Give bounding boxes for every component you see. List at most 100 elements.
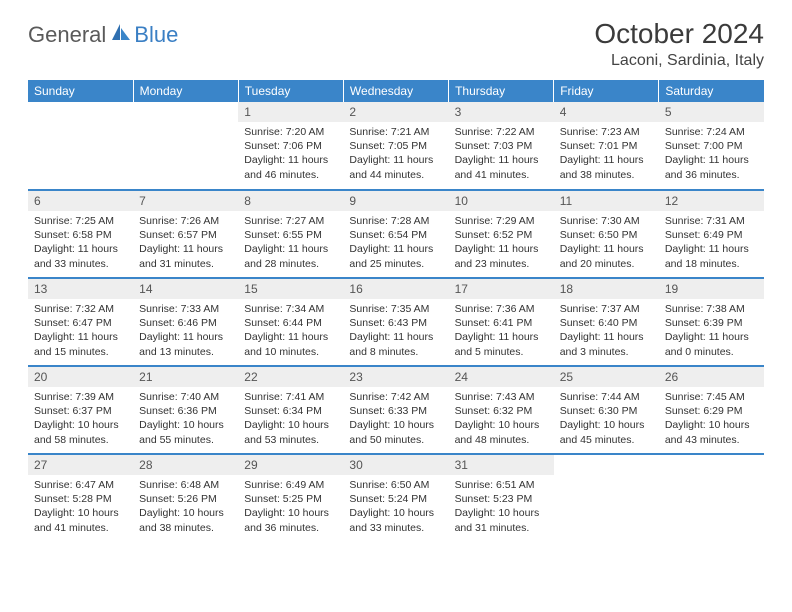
sunset-text: Sunset: 6:40 PM bbox=[560, 316, 653, 330]
day-info: Sunrise: 7:37 AMSunset: 6:40 PMDaylight:… bbox=[554, 299, 659, 365]
daylight-text: Daylight: 10 hours and 48 minutes. bbox=[455, 418, 548, 446]
day-cell bbox=[133, 102, 238, 190]
daylight-text: Daylight: 10 hours and 53 minutes. bbox=[244, 418, 337, 446]
week-row: 20Sunrise: 7:39 AMSunset: 6:37 PMDayligh… bbox=[28, 366, 764, 454]
day-cell: 16Sunrise: 7:35 AMSunset: 6:43 PMDayligh… bbox=[343, 278, 448, 366]
day-number: 6 bbox=[28, 191, 133, 211]
daylight-text: Daylight: 11 hours and 20 minutes. bbox=[560, 242, 653, 270]
daylight-text: Daylight: 11 hours and 10 minutes. bbox=[244, 330, 337, 358]
sunrise-text: Sunrise: 7:35 AM bbox=[349, 302, 442, 316]
day-number: 11 bbox=[554, 191, 659, 211]
day-cell: 7Sunrise: 7:26 AMSunset: 6:57 PMDaylight… bbox=[133, 190, 238, 278]
day-number: 17 bbox=[449, 279, 554, 299]
day-info: Sunrise: 7:34 AMSunset: 6:44 PMDaylight:… bbox=[238, 299, 343, 365]
day-cell: 20Sunrise: 7:39 AMSunset: 6:37 PMDayligh… bbox=[28, 366, 133, 454]
sunset-text: Sunset: 6:37 PM bbox=[34, 404, 127, 418]
daylight-text: Daylight: 11 hours and 18 minutes. bbox=[665, 242, 758, 270]
day-cell: 15Sunrise: 7:34 AMSunset: 6:44 PMDayligh… bbox=[238, 278, 343, 366]
day-number: 18 bbox=[554, 279, 659, 299]
daylight-text: Daylight: 10 hours and 45 minutes. bbox=[560, 418, 653, 446]
sunrise-text: Sunrise: 6:51 AM bbox=[455, 478, 548, 492]
sunset-text: Sunset: 7:00 PM bbox=[665, 139, 758, 153]
sunset-text: Sunset: 6:36 PM bbox=[139, 404, 232, 418]
daylight-text: Daylight: 10 hours and 38 minutes. bbox=[139, 506, 232, 534]
daylight-text: Daylight: 10 hours and 41 minutes. bbox=[34, 506, 127, 534]
sunset-text: Sunset: 5:26 PM bbox=[139, 492, 232, 506]
sunset-text: Sunset: 6:58 PM bbox=[34, 228, 127, 242]
sunset-text: Sunset: 5:23 PM bbox=[455, 492, 548, 506]
day-info: Sunrise: 7:24 AMSunset: 7:00 PMDaylight:… bbox=[659, 122, 764, 188]
sunset-text: Sunset: 6:49 PM bbox=[665, 228, 758, 242]
day-info: Sunrise: 7:20 AMSunset: 7:06 PMDaylight:… bbox=[238, 122, 343, 188]
day-cell: 29Sunrise: 6:49 AMSunset: 5:25 PMDayligh… bbox=[238, 454, 343, 542]
day-info: Sunrise: 7:32 AMSunset: 6:47 PMDaylight:… bbox=[28, 299, 133, 365]
day-number: 26 bbox=[659, 367, 764, 387]
sunset-text: Sunset: 6:29 PM bbox=[665, 404, 758, 418]
daylight-text: Daylight: 11 hours and 46 minutes. bbox=[244, 153, 337, 181]
day-cell bbox=[28, 102, 133, 190]
daylight-text: Daylight: 11 hours and 13 minutes. bbox=[139, 330, 232, 358]
sunset-text: Sunset: 6:44 PM bbox=[244, 316, 337, 330]
day-info: Sunrise: 7:44 AMSunset: 6:30 PMDaylight:… bbox=[554, 387, 659, 453]
sunrise-text: Sunrise: 7:38 AM bbox=[665, 302, 758, 316]
day-info: Sunrise: 7:41 AMSunset: 6:34 PMDaylight:… bbox=[238, 387, 343, 453]
col-saturday: Saturday bbox=[659, 80, 764, 102]
logo-sail-icon bbox=[110, 22, 132, 47]
sunrise-text: Sunrise: 7:27 AM bbox=[244, 214, 337, 228]
day-cell: 21Sunrise: 7:40 AMSunset: 6:36 PMDayligh… bbox=[133, 366, 238, 454]
daylight-text: Daylight: 11 hours and 33 minutes. bbox=[34, 242, 127, 270]
day-cell: 19Sunrise: 7:38 AMSunset: 6:39 PMDayligh… bbox=[659, 278, 764, 366]
title-block: October 2024 Laconi, Sardinia, Italy bbox=[594, 18, 764, 70]
day-cell: 3Sunrise: 7:22 AMSunset: 7:03 PMDaylight… bbox=[449, 102, 554, 190]
sunrise-text: Sunrise: 7:26 AM bbox=[139, 214, 232, 228]
daylight-text: Daylight: 10 hours and 50 minutes. bbox=[349, 418, 442, 446]
day-header-row: Sunday Monday Tuesday Wednesday Thursday… bbox=[28, 80, 764, 102]
sunrise-text: Sunrise: 7:32 AM bbox=[34, 302, 127, 316]
sunset-text: Sunset: 5:28 PM bbox=[34, 492, 127, 506]
day-cell: 9Sunrise: 7:28 AMSunset: 6:54 PMDaylight… bbox=[343, 190, 448, 278]
week-row: 27Sunrise: 6:47 AMSunset: 5:28 PMDayligh… bbox=[28, 454, 764, 542]
daylight-text: Daylight: 11 hours and 31 minutes. bbox=[139, 242, 232, 270]
daylight-text: Daylight: 11 hours and 36 minutes. bbox=[665, 153, 758, 181]
day-info: Sunrise: 7:33 AMSunset: 6:46 PMDaylight:… bbox=[133, 299, 238, 365]
logo-text-blue: Blue bbox=[134, 22, 178, 48]
sunset-text: Sunset: 6:47 PM bbox=[34, 316, 127, 330]
sunset-text: Sunset: 6:55 PM bbox=[244, 228, 337, 242]
daylight-text: Daylight: 10 hours and 58 minutes. bbox=[34, 418, 127, 446]
col-tuesday: Tuesday bbox=[238, 80, 343, 102]
day-info: Sunrise: 6:47 AMSunset: 5:28 PMDaylight:… bbox=[28, 475, 133, 541]
day-info: Sunrise: 7:26 AMSunset: 6:57 PMDaylight:… bbox=[133, 211, 238, 277]
sunrise-text: Sunrise: 7:40 AM bbox=[139, 390, 232, 404]
sunset-text: Sunset: 7:05 PM bbox=[349, 139, 442, 153]
sunset-text: Sunset: 7:06 PM bbox=[244, 139, 337, 153]
logo: General Blue bbox=[28, 18, 178, 48]
daylight-text: Daylight: 11 hours and 44 minutes. bbox=[349, 153, 442, 181]
daylight-text: Daylight: 11 hours and 28 minutes. bbox=[244, 242, 337, 270]
day-cell: 28Sunrise: 6:48 AMSunset: 5:26 PMDayligh… bbox=[133, 454, 238, 542]
day-number: 29 bbox=[238, 455, 343, 475]
sunset-text: Sunset: 7:01 PM bbox=[560, 139, 653, 153]
sunset-text: Sunset: 6:34 PM bbox=[244, 404, 337, 418]
sunset-text: Sunset: 6:46 PM bbox=[139, 316, 232, 330]
day-cell: 11Sunrise: 7:30 AMSunset: 6:50 PMDayligh… bbox=[554, 190, 659, 278]
day-cell: 17Sunrise: 7:36 AMSunset: 6:41 PMDayligh… bbox=[449, 278, 554, 366]
day-cell: 12Sunrise: 7:31 AMSunset: 6:49 PMDayligh… bbox=[659, 190, 764, 278]
daylight-text: Daylight: 11 hours and 23 minutes. bbox=[455, 242, 548, 270]
day-cell: 31Sunrise: 6:51 AMSunset: 5:23 PMDayligh… bbox=[449, 454, 554, 542]
day-number: 31 bbox=[449, 455, 554, 475]
day-info: Sunrise: 7:28 AMSunset: 6:54 PMDaylight:… bbox=[343, 211, 448, 277]
day-info: Sunrise: 6:51 AMSunset: 5:23 PMDaylight:… bbox=[449, 475, 554, 541]
day-info: Sunrise: 7:40 AMSunset: 6:36 PMDaylight:… bbox=[133, 387, 238, 453]
sunset-text: Sunset: 6:39 PM bbox=[665, 316, 758, 330]
sunset-text: Sunset: 6:43 PM bbox=[349, 316, 442, 330]
sunrise-text: Sunrise: 6:48 AM bbox=[139, 478, 232, 492]
sunrise-text: Sunrise: 7:29 AM bbox=[455, 214, 548, 228]
sunrise-text: Sunrise: 7:37 AM bbox=[560, 302, 653, 316]
day-cell bbox=[554, 454, 659, 542]
day-number: 24 bbox=[449, 367, 554, 387]
col-sunday: Sunday bbox=[28, 80, 133, 102]
sunrise-text: Sunrise: 7:31 AM bbox=[665, 214, 758, 228]
col-friday: Friday bbox=[554, 80, 659, 102]
day-info: Sunrise: 7:35 AMSunset: 6:43 PMDaylight:… bbox=[343, 299, 448, 365]
day-info: Sunrise: 7:45 AMSunset: 6:29 PMDaylight:… bbox=[659, 387, 764, 453]
